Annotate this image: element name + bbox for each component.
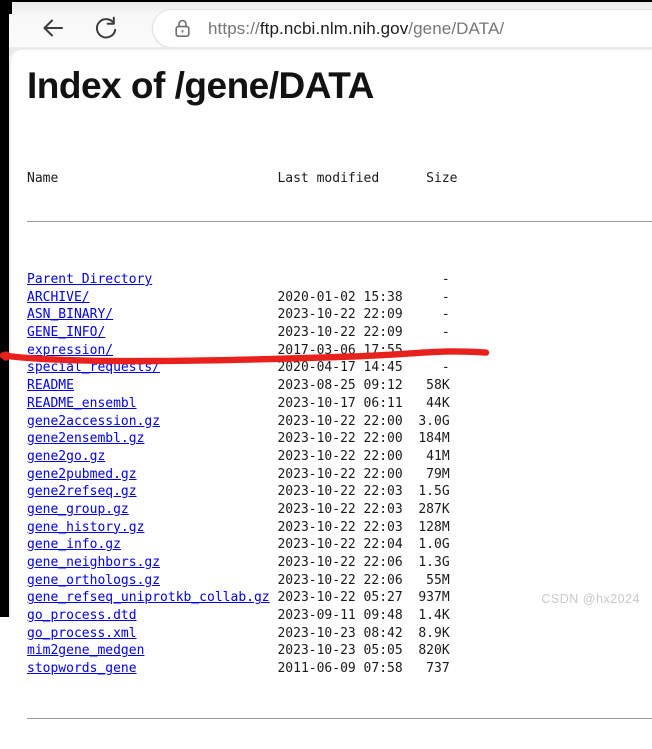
footer-divider bbox=[27, 717, 652, 719]
file-meta: 2023-10-22 22:06 55M bbox=[160, 572, 450, 588]
file-meta: 2023-10-22 22:09 - bbox=[113, 307, 450, 323]
file-link[interactable]: gene_orthologs.gz bbox=[27, 572, 161, 588]
back-arrow-icon bbox=[39, 14, 67, 45]
window-top-edge bbox=[0, 0, 652, 2]
file-meta: 2020-01-02 15:38 - bbox=[89, 289, 450, 305]
url-text: https://ftp.ncbi.nlm.nih.gov/gene/DATA/ bbox=[208, 19, 504, 39]
listing-header: Name Last modified Size bbox=[27, 171, 458, 186]
listing-row: ASN_BINARY/ 2023-10-22 22:09 - bbox=[27, 306, 652, 324]
file-link[interactable]: Parent Directory bbox=[27, 272, 153, 287]
file-link[interactable]: gene2ensembl.gz bbox=[27, 431, 145, 447]
listing-row: gene2go.gz 2023-10-22 22:00 41M bbox=[27, 448, 652, 466]
file-link[interactable]: gene_info.gz bbox=[27, 537, 121, 553]
file-meta: 2023-08-25 09:12 58K bbox=[73, 378, 450, 394]
address-bar[interactable]: https://ftp.ncbi.nlm.nih.gov/gene/DATA/ bbox=[152, 9, 652, 48]
listing-row: gene_group.gz 2023-10-22 22:03 287K bbox=[27, 501, 652, 519]
listing-row: gene2accession.gz 2023-10-22 22:00 3.0G bbox=[27, 413, 652, 431]
file-link[interactable]: gene_refseq_uniprotkb_collab.gz bbox=[27, 590, 270, 606]
listing-row: mim2gene_medgen 2023-10-23 05:05 820K bbox=[27, 642, 652, 660]
listing-row: stopwords_gene 2011-06-09 07:58 737 bbox=[27, 660, 652, 678]
file-link[interactable]: README_ensembl bbox=[27, 395, 137, 411]
listing-row: go_process.dtd 2023-09-11 09:48 1.4K bbox=[27, 607, 652, 625]
file-meta: 2023-09-11 09:48 1.4K bbox=[136, 608, 450, 624]
file-meta: 2023-10-22 22:00 41M bbox=[105, 448, 450, 464]
file-meta: 2023-10-22 22:03 287K bbox=[128, 501, 450, 517]
listing-row: README_ensembl 2023-10-17 06:11 44K bbox=[27, 395, 652, 413]
file-meta: 2023-10-22 22:00 3.0G bbox=[160, 413, 450, 429]
file-meta: 2023-10-22 22:03 128M bbox=[144, 519, 450, 535]
refresh-icon bbox=[92, 14, 120, 45]
url-scheme: https:// bbox=[208, 18, 260, 38]
url-host: ftp.ncbi.nlm.nih.gov bbox=[259, 18, 409, 38]
page-content: Index of /gene/DATA Name Last modified S… bbox=[9, 50, 652, 719]
file-meta: 2020-04-17 14:45 - bbox=[160, 360, 450, 376]
listing-row: gene_neighbors.gz 2023-10-22 22:06 1.3G bbox=[27, 554, 652, 572]
refresh-button[interactable] bbox=[91, 14, 121, 44]
listing-row: expression/ 2017-03-06 17:55 - bbox=[27, 342, 652, 360]
listing-row: gene2refseq.gz 2023-10-22 22:03 1.5G bbox=[27, 483, 652, 501]
listing-row: gene_orthologs.gz 2023-10-22 22:06 55M bbox=[27, 572, 652, 590]
file-link[interactable]: gene_group.gz bbox=[27, 501, 129, 517]
file-link[interactable]: mim2gene_medgen bbox=[27, 643, 145, 659]
file-meta: 2023-10-22 22:04 1.0G bbox=[120, 537, 450, 553]
file-meta: 2023-10-22 22:00 184M bbox=[144, 431, 450, 447]
file-meta: 2023-10-17 06:11 44K bbox=[136, 395, 450, 411]
file-link[interactable]: gene2accession.gz bbox=[27, 413, 161, 429]
listing-row: gene2pubmed.gz 2023-10-22 22:00 79M bbox=[27, 466, 652, 484]
file-link[interactable]: special_requests/ bbox=[27, 360, 161, 376]
listing-row: special_requests/ 2020-04-17 14:45 - bbox=[27, 359, 652, 377]
browser-toolbar: https://ftp.ncbi.nlm.nih.gov/gene/DATA/ bbox=[9, 2, 652, 48]
file-meta: 2011-06-09 07:58 737 bbox=[136, 661, 450, 677]
header-divider bbox=[27, 221, 652, 222]
listing-row: go_process.xml 2023-10-23 08:42 8.9K bbox=[27, 625, 652, 643]
listing-row: ARCHIVE/ 2020-01-02 15:38 - bbox=[27, 289, 652, 307]
listing-row: gene_refseq_uniprotkb_collab.gz 2023-10-… bbox=[27, 589, 652, 607]
directory-listing: Name Last modified Size Parent Directory… bbox=[27, 108, 652, 749]
window-left-edge bbox=[0, 0, 9, 617]
back-button[interactable] bbox=[38, 14, 68, 44]
file-link[interactable]: gene2refseq.gz bbox=[27, 484, 137, 500]
file-link[interactable]: gene_history.gz bbox=[27, 519, 145, 535]
file-link[interactable]: go_process.xml bbox=[27, 625, 137, 641]
listing-row: gene_info.gz 2023-10-22 22:04 1.0G bbox=[27, 536, 652, 554]
file-meta: 2023-10-22 22:09 - bbox=[105, 325, 450, 341]
file-meta: 2023-10-23 08:42 8.9K bbox=[136, 625, 450, 641]
file-link[interactable]: gene2go.gz bbox=[27, 448, 106, 464]
listing-row: GENE_INFO/ 2023-10-22 22:09 - bbox=[27, 324, 652, 342]
listing-row: README 2023-08-25 09:12 58K bbox=[27, 377, 652, 395]
lock-icon bbox=[174, 18, 191, 39]
file-link[interactable]: README bbox=[27, 378, 74, 394]
file-meta: 2017-03-06 17:55 - bbox=[113, 342, 450, 358]
file-link[interactable]: gene_neighbors.gz bbox=[27, 555, 161, 570]
page-title: Index of /gene/DATA bbox=[27, 65, 374, 106]
file-link[interactable]: go_process.dtd bbox=[27, 608, 137, 624]
file-link[interactable]: gene2pubmed.gz bbox=[27, 466, 137, 482]
listing-row: gene2ensembl.gz 2023-10-22 22:00 184M bbox=[27, 430, 652, 448]
file-link[interactable]: ARCHIVE/ bbox=[27, 289, 90, 305]
file-meta: 2023-10-22 22:00 79M bbox=[136, 466, 450, 482]
window-corner bbox=[0, 0, 12, 14]
file-link[interactable]: ASN_BINARY/ bbox=[27, 307, 114, 323]
file-link[interactable]: expression/ bbox=[27, 342, 114, 358]
file-meta: 2023-10-22 22:03 1.5G bbox=[136, 484, 450, 500]
listing-row: gene_history.gz 2023-10-22 22:03 128M bbox=[27, 519, 652, 537]
watermark: CSDN @hx2024 bbox=[541, 592, 640, 606]
file-meta: 2023-10-22 05:27 937M bbox=[269, 590, 450, 606]
file-meta: - bbox=[152, 272, 450, 287]
listing-row: Parent Directory - bbox=[27, 271, 652, 289]
file-link[interactable]: stopwords_gene bbox=[27, 661, 137, 677]
file-meta: 2023-10-22 22:06 1.3G bbox=[160, 555, 450, 570]
file-meta: 2023-10-23 05:05 820K bbox=[144, 643, 450, 659]
url-path: /gene/DATA/ bbox=[408, 18, 505, 38]
file-link[interactable]: GENE_INFO/ bbox=[27, 325, 106, 341]
